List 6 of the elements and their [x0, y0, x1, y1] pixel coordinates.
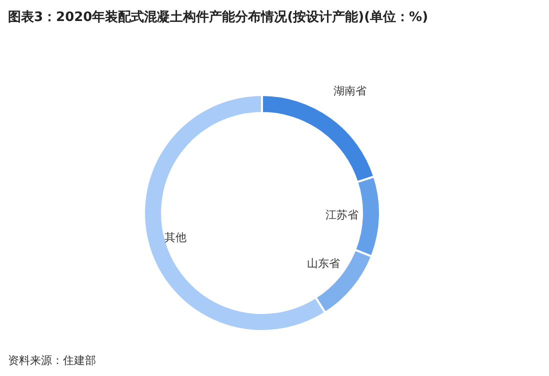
text: 资料来源：住建部: [8, 353, 96, 368]
slice-label: 江苏省: [325, 208, 358, 222]
slice-label: 湖南省: [334, 84, 367, 98]
chart-title: 图表3：2020年装配式混凝土构件产能分布情况(按设计产能)(单位：%): [8, 8, 428, 26]
slice-label: 其他: [164, 231, 187, 244]
slice-label: 山东省: [307, 256, 340, 270]
